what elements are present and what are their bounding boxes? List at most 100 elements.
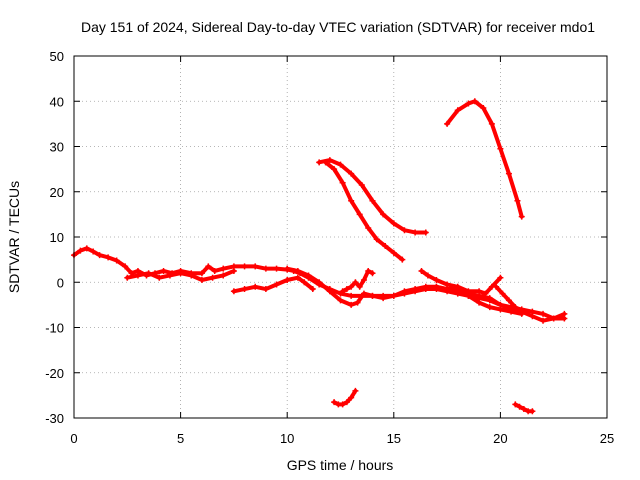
data-point (520, 405, 527, 412)
data-point (512, 401, 519, 408)
y-tick-label: 0 (57, 275, 64, 290)
data-point (380, 211, 387, 218)
data-point (177, 270, 184, 277)
series-track-11 (493, 283, 568, 324)
data-point (252, 263, 259, 270)
data-point (252, 283, 259, 290)
data-point (188, 272, 195, 279)
data-point (550, 315, 557, 322)
data-point (499, 290, 506, 297)
data-point (369, 270, 376, 277)
data-point (418, 267, 425, 274)
data-point (294, 274, 301, 281)
data-point (198, 270, 205, 277)
grid (73, 55, 608, 419)
data-point (284, 276, 291, 283)
data-point (390, 249, 397, 256)
data-point (399, 256, 406, 263)
data-point (373, 236, 380, 243)
data-point (390, 220, 397, 227)
data-point (497, 145, 504, 152)
data-point (198, 276, 205, 283)
data-point (211, 267, 218, 274)
data-point (262, 286, 269, 293)
data-point (365, 267, 372, 274)
data-point (516, 403, 523, 410)
series-trail (285, 266, 524, 316)
data-point (486, 295, 493, 302)
data-point (433, 276, 440, 283)
data-point (561, 310, 568, 317)
data-point (433, 283, 440, 290)
data-point (412, 286, 419, 293)
data-point (514, 197, 521, 204)
data-point (480, 105, 487, 112)
plot-border (73, 55, 608, 419)
data-point (422, 229, 429, 236)
series-track-7 (339, 267, 376, 295)
series-track-12 (331, 387, 359, 408)
series-track-5 (316, 157, 429, 236)
y-tick-label: -20 (45, 366, 64, 381)
data-point (339, 288, 346, 295)
y-tick-label: 50 (50, 49, 64, 64)
data-point (220, 272, 227, 279)
data-point (113, 257, 120, 264)
data-point (348, 292, 355, 299)
y-tick-label: -10 (45, 321, 64, 336)
x-tick-label: 20 (493, 431, 507, 446)
data-point (343, 286, 350, 293)
data-point (505, 297, 512, 304)
data-point (105, 254, 112, 261)
data-point (326, 288, 333, 295)
data-point (422, 283, 429, 290)
data-point (134, 272, 141, 279)
data-point (444, 120, 451, 127)
data-point (476, 292, 483, 299)
data-point (497, 301, 504, 308)
data-point (540, 310, 547, 317)
data-point (124, 274, 131, 281)
data-point (382, 243, 389, 250)
data-point (493, 283, 500, 290)
data-point (529, 408, 536, 415)
data-point (337, 161, 344, 168)
data-point (476, 299, 483, 306)
data-point (352, 279, 359, 286)
x-tick-label: 25 (600, 431, 614, 446)
data-point (90, 248, 97, 255)
data-point (273, 281, 280, 288)
data-point (505, 170, 512, 177)
data-point (166, 272, 173, 279)
data-point (343, 399, 350, 406)
data-point (273, 265, 280, 272)
data-point (529, 313, 536, 320)
data-point (380, 295, 387, 302)
data-point (360, 290, 367, 297)
series-track-6 (322, 159, 406, 263)
x-tick-label: 10 (280, 431, 294, 446)
data-point (444, 286, 451, 293)
data-point (518, 308, 525, 315)
data-point (348, 197, 355, 204)
data-point (508, 306, 515, 313)
data-point (486, 304, 493, 311)
data-point (360, 276, 367, 283)
data-point (337, 297, 344, 304)
data-point (348, 394, 355, 401)
data-point (305, 272, 312, 279)
data-point (401, 227, 408, 234)
data-point (354, 299, 361, 306)
data-point (339, 401, 346, 408)
series-trail (419, 268, 503, 296)
x-tick-label: 5 (177, 431, 184, 446)
series-track-2 (124, 267, 237, 283)
data-point (412, 229, 419, 236)
chart-title: Day 151 of 2024, Sidereal Day-to-day VTE… (81, 19, 595, 35)
data-point (241, 286, 248, 293)
data-point (301, 279, 308, 286)
y-axis-label: SDTVAR / TECUs (6, 181, 22, 293)
data-point (205, 263, 212, 270)
data-point (512, 304, 519, 311)
